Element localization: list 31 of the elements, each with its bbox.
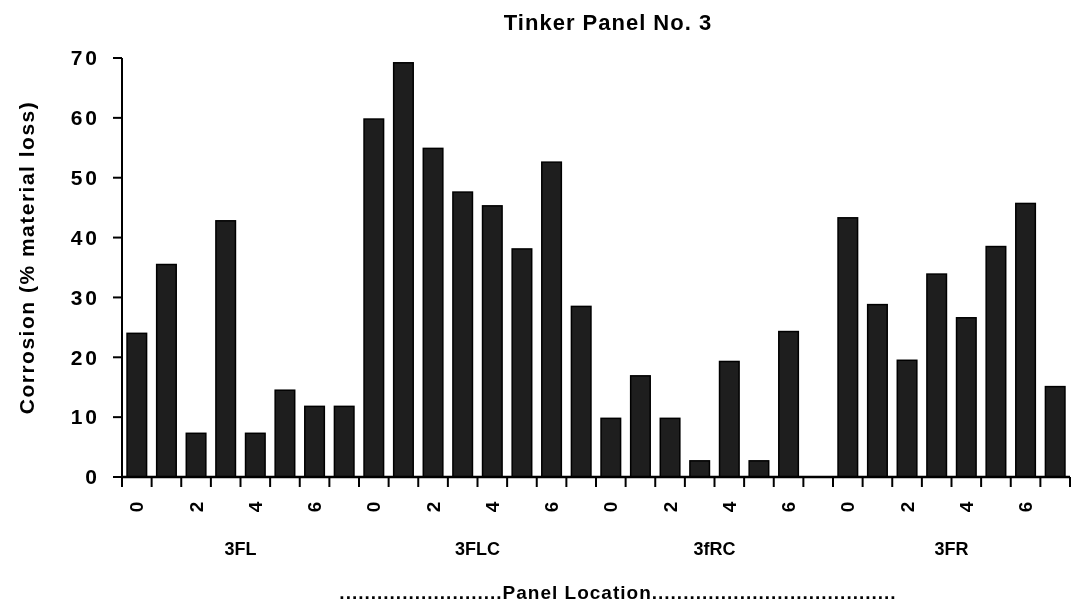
y-tick-label: 30 (70, 285, 100, 309)
x-tick-label: 2 (185, 501, 207, 513)
x-tick-label: 4 (244, 501, 266, 513)
x-tick-label: 4 (481, 501, 503, 513)
chart-title: Tinker Panel No. 3 (503, 10, 713, 35)
y-tick-label: 20 (70, 345, 100, 369)
text: 3FLC (455, 539, 500, 559)
x-tick-label: 0 (837, 501, 859, 513)
x-tick-label: 0 (126, 501, 148, 513)
x-tick-label: 6 (304, 501, 326, 513)
text: 3FR (934, 539, 969, 559)
y-tick-label: 10 (70, 405, 100, 429)
x-tick-label: 2 (422, 501, 444, 513)
x-tick-label: 0 (363, 501, 385, 513)
x-tick-label: 4 (718, 501, 740, 513)
x-tick-label: 6 (541, 501, 563, 513)
x-tick-label: 0 (600, 501, 622, 513)
text: 3FL (224, 539, 257, 559)
x-axis-title: ..........................Panel Location....................................... (339, 582, 897, 603)
y-tick-label: 50 (70, 166, 100, 190)
y-axis-title: Corrosion (% material loss) (15, 100, 38, 415)
x-tick-label: 2 (659, 501, 681, 513)
x-tick-label: 4 (955, 501, 977, 513)
y-tick-label: 70 (70, 46, 100, 70)
x-tick-label: 2 (896, 501, 918, 513)
text: 3fRC (693, 539, 736, 559)
y-tick-label: 60 (70, 106, 100, 130)
y-tick-label: 40 (70, 225, 100, 249)
y-tick-label: 0 (85, 465, 100, 489)
x-tick-label: 6 (1015, 501, 1037, 513)
x-tick-label: 6 (778, 501, 800, 513)
